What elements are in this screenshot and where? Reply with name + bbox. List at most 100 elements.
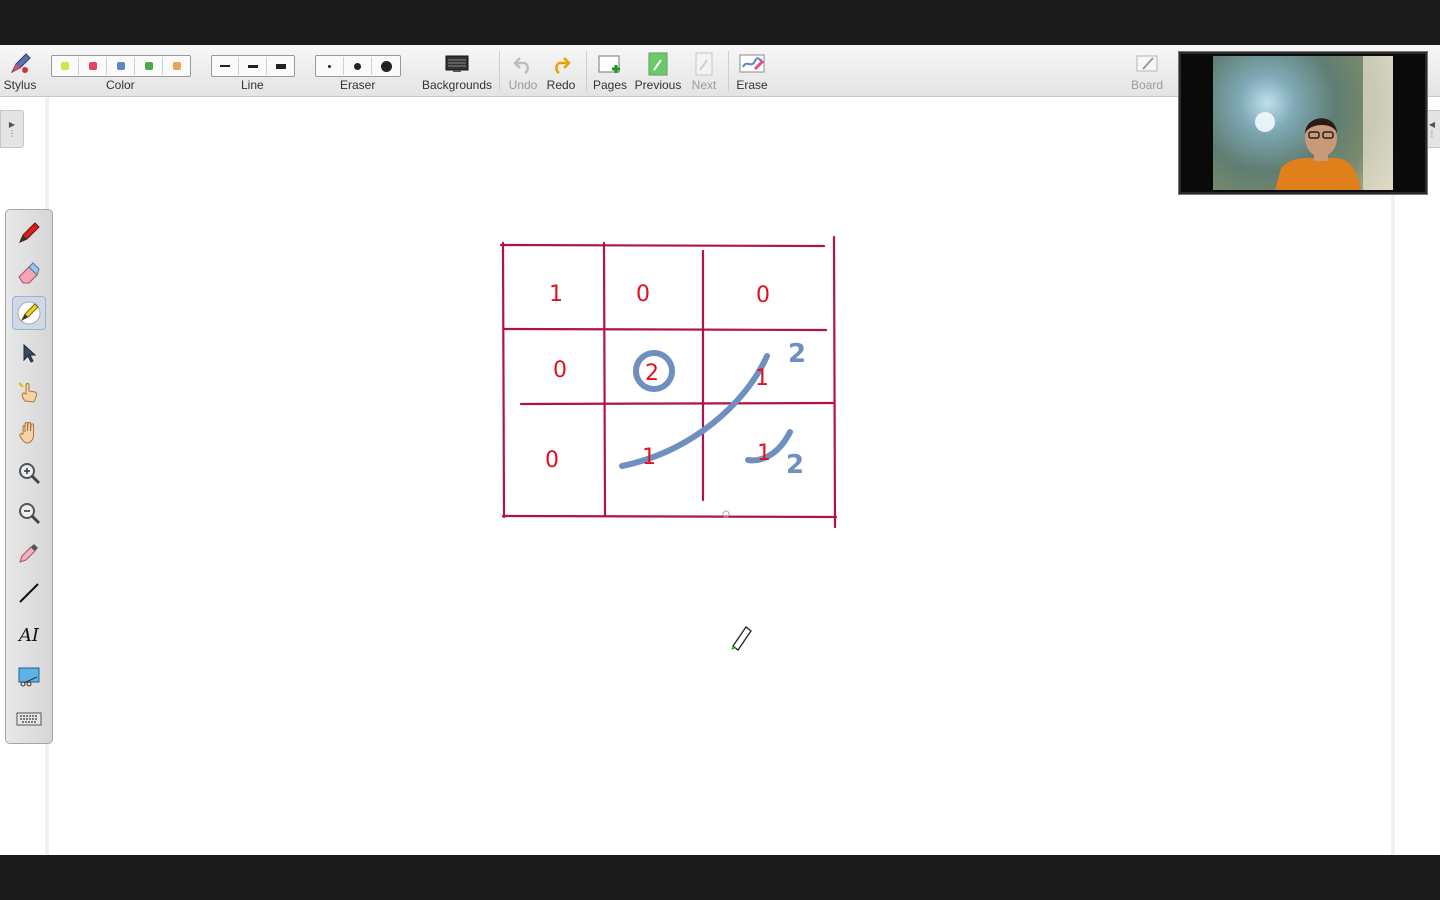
blue-note-lower: 2 bbox=[786, 450, 804, 480]
pan-tool[interactable] bbox=[12, 416, 46, 450]
undo-button[interactable]: Undo bbox=[505, 45, 541, 96]
backgrounds-icon bbox=[444, 50, 470, 78]
grid-col-line-1 bbox=[602, 241, 607, 517]
cell-r2c2: 2 bbox=[645, 361, 659, 386]
stray-dot bbox=[722, 510, 730, 518]
blue-curve-stroke bbox=[619, 353, 770, 469]
color-palette bbox=[51, 55, 191, 77]
pen-tool[interactable] bbox=[12, 216, 46, 250]
line-width-thin[interactable] bbox=[212, 57, 240, 75]
stylus-button[interactable]: Stylus bbox=[2, 45, 38, 96]
blue-note-upper: 2 bbox=[788, 339, 806, 369]
pages-button[interactable]: Pages bbox=[590, 45, 630, 96]
grid-top-line bbox=[499, 243, 826, 248]
eraser-size-small[interactable] bbox=[317, 57, 344, 75]
cell-r1c1: 1 bbox=[549, 282, 563, 307]
keyboard-icon bbox=[16, 712, 42, 726]
eraser-tool[interactable] bbox=[12, 256, 46, 290]
erase-button[interactable]: Erase bbox=[732, 45, 772, 96]
screen-capture-icon bbox=[18, 667, 40, 687]
redo-button[interactable]: Redo bbox=[543, 45, 579, 96]
presenter-figure bbox=[1255, 56, 1393, 190]
line-width-thick[interactable] bbox=[268, 57, 294, 75]
pen-cursor-icon bbox=[731, 626, 752, 651]
blue-circle-around-2 bbox=[633, 350, 675, 392]
line-label: Line bbox=[241, 78, 264, 92]
eraser-size-medium[interactable] bbox=[345, 57, 372, 75]
cell-r1c3: 0 bbox=[756, 283, 770, 308]
highlighter-tool[interactable] bbox=[12, 296, 46, 330]
grid-bottom-line bbox=[501, 514, 838, 519]
cell-r3c3: 1 bbox=[757, 441, 771, 466]
color-swatch-blue[interactable] bbox=[108, 57, 135, 75]
collapse-arrow-icon: ◀ bbox=[1428, 120, 1436, 129]
zoom-in-tool[interactable] bbox=[12, 456, 46, 490]
line-tool[interactable] bbox=[12, 576, 46, 610]
color-swatch-red[interactable] bbox=[80, 57, 108, 75]
select-tool[interactable] bbox=[12, 336, 46, 370]
pointer-tool[interactable] bbox=[12, 376, 46, 410]
zoom-out-tool[interactable] bbox=[12, 496, 46, 530]
erase-label: Erase bbox=[736, 78, 768, 92]
keyboard-tool[interactable] bbox=[12, 702, 46, 736]
color-swatch-orange[interactable] bbox=[164, 57, 190, 75]
pages-icon bbox=[597, 50, 623, 78]
cell-r1c2: 0 bbox=[636, 282, 650, 307]
pages-label: Pages bbox=[592, 78, 628, 92]
cell-r2c1: 0 bbox=[553, 358, 567, 383]
backgrounds-label: Backgrounds bbox=[421, 78, 493, 92]
next-label: Next bbox=[691, 78, 717, 92]
text-tool[interactable]: AI bbox=[12, 618, 46, 652]
eyedropper-tool[interactable] bbox=[12, 536, 46, 570]
cell-r3c1: 0 bbox=[545, 448, 559, 473]
previous-button[interactable]: Previous bbox=[632, 45, 684, 96]
color-label: Color bbox=[106, 78, 135, 92]
color-swatch-green[interactable] bbox=[136, 57, 163, 75]
zoom-out-icon bbox=[19, 503, 41, 525]
toolbar-separator bbox=[728, 51, 729, 91]
bottom-letterbox bbox=[0, 855, 1440, 900]
grid-row-line-2 bbox=[519, 401, 836, 406]
blue-check-stroke bbox=[745, 429, 793, 464]
line-icon bbox=[19, 583, 39, 603]
redo-icon bbox=[548, 50, 574, 78]
erase-all-icon bbox=[739, 50, 765, 78]
webcam-feed bbox=[1213, 56, 1393, 190]
expand-arrow-icon: ▶ bbox=[8, 120, 16, 129]
highlighter-icon bbox=[17, 301, 41, 325]
text-icon: AI bbox=[18, 624, 40, 646]
webcam-video-overlay[interactable] bbox=[1179, 52, 1427, 194]
backgrounds-button[interactable]: Backgrounds bbox=[420, 45, 494, 96]
left-panel-toggle[interactable]: ▶ ⋮ bbox=[0, 110, 24, 148]
undo-icon bbox=[510, 50, 536, 78]
cell-r2c3: 1 bbox=[755, 366, 769, 391]
toolbar-separator bbox=[586, 51, 587, 91]
screen-capture-tool[interactable] bbox=[12, 660, 46, 694]
eyedropper-icon bbox=[19, 544, 38, 563]
pan-hand-icon bbox=[19, 421, 34, 444]
table-grid bbox=[499, 235, 838, 529]
grid-left-line bbox=[501, 241, 506, 519]
whiteboard-canvas[interactable] bbox=[0, 97, 1440, 855]
page-right-edge bbox=[1391, 97, 1395, 855]
stylus-label: Stylus bbox=[3, 78, 37, 92]
grip-icon: ⋮ bbox=[1428, 129, 1436, 138]
grip-icon: ⋮ bbox=[8, 129, 16, 138]
next-page-icon bbox=[691, 50, 717, 78]
redo-label: Redo bbox=[546, 78, 576, 92]
grid-row-line-1 bbox=[502, 327, 828, 332]
undo-label: Undo bbox=[508, 78, 538, 92]
color-swatch-yellow-green[interactable] bbox=[52, 57, 80, 75]
cell-r3c2: 1 bbox=[642, 445, 656, 470]
pen-icon bbox=[19, 222, 40, 243]
next-button[interactable]: Next bbox=[686, 45, 722, 96]
eraser-size-large[interactable] bbox=[373, 57, 399, 75]
zoom-in-icon bbox=[19, 463, 41, 485]
eraser-label: Eraser bbox=[340, 78, 376, 92]
toolbar-separator bbox=[499, 51, 500, 91]
line-width-medium[interactable] bbox=[240, 57, 267, 75]
top-letterbox bbox=[0, 0, 1440, 45]
blue-annotations bbox=[619, 350, 793, 469]
board-button[interactable]: Board bbox=[1128, 45, 1166, 96]
